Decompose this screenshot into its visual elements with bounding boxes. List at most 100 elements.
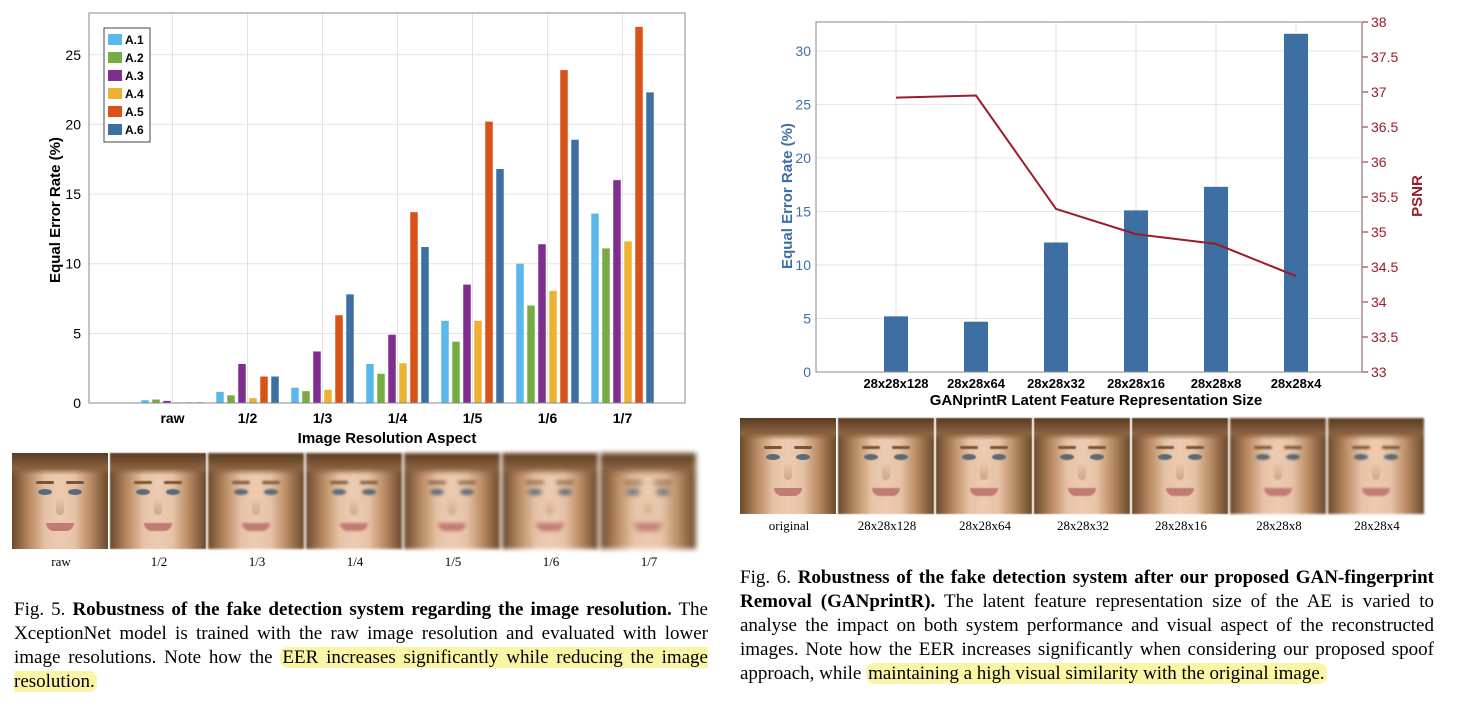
fig5-legend-label: A.3 bbox=[125, 69, 144, 83]
fig6-caption-prefix: Fig. 6. bbox=[740, 567, 792, 588]
fig5-caption-body: The XceptionNet model is trained with th… bbox=[14, 599, 708, 668]
fig6-ytick-right: 38 bbox=[1371, 14, 1387, 30]
fig6-ytick-right: 33 bbox=[1371, 364, 1387, 380]
face-image bbox=[12, 453, 108, 549]
face-image bbox=[306, 453, 402, 549]
fig6-ytick-right: 37 bbox=[1371, 84, 1387, 100]
face-label: 28x28x8 bbox=[1256, 518, 1302, 533]
fig5-bar bbox=[463, 284, 471, 403]
fig5-bar bbox=[152, 399, 160, 403]
fig5-legend-label: A.4 bbox=[125, 87, 144, 101]
fig5-bar bbox=[238, 364, 246, 403]
fig5-legend-swatch bbox=[108, 34, 122, 45]
fig5-face-strip bbox=[12, 453, 698, 549]
fig5-bar bbox=[291, 387, 299, 403]
fig5-plot-frame bbox=[88, 12, 686, 404]
fig5-bar bbox=[591, 213, 599, 403]
face-image bbox=[600, 453, 696, 549]
fig5-bar bbox=[377, 373, 385, 403]
fig6-ytick-left: 20 bbox=[795, 150, 811, 166]
fig5-bar bbox=[485, 121, 493, 404]
face-image bbox=[404, 453, 500, 549]
fig5-ylabel: Equal Error Rate (%) bbox=[47, 137, 64, 283]
fig6-ytick-left: 10 bbox=[795, 257, 811, 273]
fig6-ytick-left: 30 bbox=[795, 43, 811, 59]
fig5-ytick-label: 10 bbox=[65, 256, 81, 272]
fig6-ytick-right: 35 bbox=[1371, 224, 1387, 240]
face-image bbox=[1034, 418, 1130, 514]
fig6-ylabel-left: Equal Error Rate (%) bbox=[779, 123, 796, 269]
fig5-bar bbox=[271, 376, 279, 403]
fig6-plot-frame bbox=[815, 21, 1363, 373]
fig6-xtick-label: 28x28x8 bbox=[1191, 376, 1242, 391]
face-image bbox=[1328, 418, 1424, 514]
face-image bbox=[1230, 418, 1326, 514]
fig5-xtick-label: 1/6 bbox=[538, 410, 558, 426]
face-label: 28x28x32 bbox=[1057, 518, 1109, 533]
fig5-xtick-label: 1/3 bbox=[313, 410, 333, 426]
fig6-face-labels: original 28x28x128 28x28x64 28x28x32 28x… bbox=[740, 518, 1426, 534]
fig5-bar bbox=[421, 247, 429, 403]
fig5-legend-swatch bbox=[108, 70, 122, 81]
fig6-ytick-left: 0 bbox=[803, 364, 811, 380]
face-label: original bbox=[768, 518, 810, 533]
fig5-bar bbox=[260, 376, 268, 403]
fig5-bar bbox=[441, 320, 449, 403]
fig6-psnr-line bbox=[895, 94, 1297, 278]
fig5-bar bbox=[549, 290, 557, 403]
face-label: 1/5 bbox=[444, 554, 462, 569]
fig5-bar bbox=[474, 320, 482, 403]
fig5-legend-label: A.2 bbox=[125, 51, 144, 65]
fig5-legend-swatch bbox=[108, 52, 122, 63]
fig5-bar bbox=[410, 212, 418, 403]
fig5-legend-swatch bbox=[108, 124, 122, 135]
fig5-bar bbox=[613, 180, 621, 403]
face-image bbox=[936, 418, 1032, 514]
fig5-xtick-label: 1/4 bbox=[388, 410, 408, 426]
fig5-bar bbox=[560, 70, 568, 403]
fig5-bar bbox=[399, 363, 407, 403]
fig5-legend-label: A.1 bbox=[125, 33, 144, 47]
fig5-legend-label: A.5 bbox=[125, 105, 144, 119]
fig6-ytick-right: 36 bbox=[1371, 154, 1387, 170]
fig5-ytick-label: 5 bbox=[73, 325, 81, 341]
face-image bbox=[740, 418, 836, 514]
fig5-bar bbox=[227, 395, 235, 403]
fig5-bar bbox=[346, 294, 354, 403]
face-image bbox=[110, 453, 206, 549]
fig5-bar bbox=[249, 398, 257, 403]
fig5-ytick-label: 20 bbox=[65, 116, 81, 132]
face-label: 1/4 bbox=[346, 554, 364, 569]
fig6-ytick-right: 34 bbox=[1371, 294, 1387, 310]
fig6-ytick-left: 25 bbox=[795, 96, 811, 112]
fig5-xtick-label: 1/7 bbox=[613, 410, 633, 426]
face-label: 1/7 bbox=[640, 554, 658, 569]
fig5-legend: A.1 A.2 A.3 A.4 A.5 A.6 bbox=[103, 27, 151, 143]
fig5-xtick-label: 1/5 bbox=[463, 410, 483, 426]
fig5-bar bbox=[216, 391, 224, 403]
face-label: raw bbox=[51, 554, 71, 569]
fig6-xtick-label: 28x28x64 bbox=[947, 376, 1006, 391]
fig5-bar bbox=[635, 26, 643, 404]
fig6-caption-highlight: maintaining a high visual similarity wit… bbox=[866, 663, 1327, 684]
fig6-face-strip bbox=[740, 418, 1426, 514]
fig5-legend-swatch bbox=[108, 106, 122, 117]
fig5-bar bbox=[302, 391, 310, 403]
face-image bbox=[208, 453, 304, 549]
fig6-bar-line-chart: 0 5 10 15 20 25 30 33 33.5 34 34.5 35 35.5 36 36.5 37 3… bbox=[779, 14, 1426, 409]
fig6-ytick-right: 33.5 bbox=[1371, 329, 1398, 345]
fig5-bar bbox=[516, 263, 524, 403]
fig5-bar bbox=[646, 92, 654, 404]
face-label: 28x28x64 bbox=[959, 518, 1011, 533]
fig6-xtick-label: 28x28x32 bbox=[1027, 376, 1085, 391]
fig6-caption-body: The latent feature representation size o… bbox=[740, 591, 1434, 684]
fig5-caption: Fig. 5. Robustness of the fake detection… bbox=[14, 598, 708, 694]
face-label: 1/3 bbox=[248, 554, 266, 569]
fig6-ytick-left: 15 bbox=[795, 203, 811, 219]
fig5-bar bbox=[335, 315, 343, 403]
fig5-bar-chart: 0 5 10 15 20 25 raw 1/2 1/3 1/4 1/5 1/6 1/7 Equal E… bbox=[47, 12, 686, 447]
fig5-bar bbox=[313, 351, 321, 403]
fig5-legend-label: A.6 bbox=[125, 123, 144, 137]
fig5-bar bbox=[452, 341, 460, 403]
fig6-bar bbox=[1204, 186, 1228, 372]
